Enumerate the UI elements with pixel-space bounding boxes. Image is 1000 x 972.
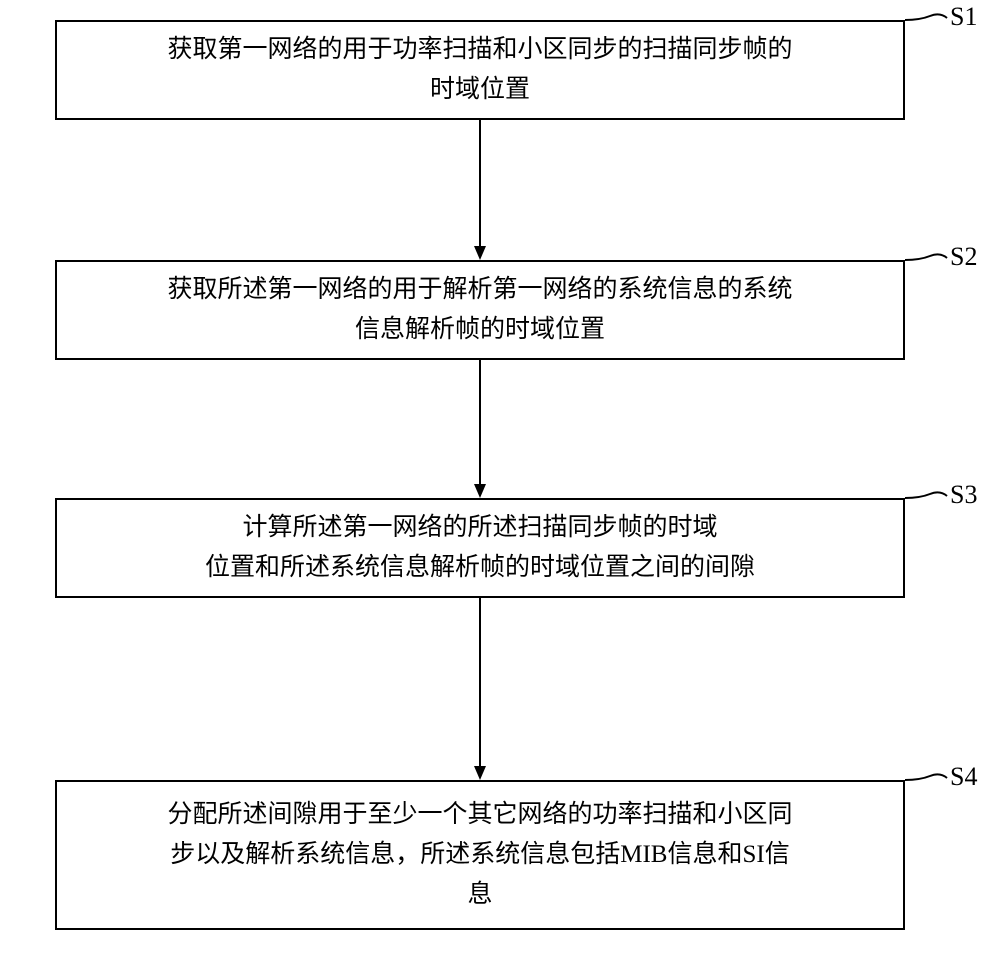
- flow-step-s3-text: 计算所述第一网络的所述扫描同步帧的时域 位置和所述系统信息解析帧的时域位置之间的…: [205, 508, 755, 588]
- s3-line1: 计算所述第一网络的所述扫描同步帧的时域: [242, 514, 717, 541]
- flow-step-s3: 计算所述第一网络的所述扫描同步帧的时域 位置和所述系统信息解析帧的时域位置之间的…: [55, 498, 905, 598]
- s4-line3: 息: [467, 881, 492, 908]
- s2-line1: 获取所述第一网络的用于解析第一网络的系统信息的系统: [167, 276, 792, 303]
- s2-label-connector: [905, 248, 955, 278]
- s4-label-connector: [905, 768, 955, 798]
- s4-line1: 分配所述间隙用于至少一个其它网络的功率扫描和小区同: [167, 801, 792, 828]
- flow-step-s4: 分配所述间隙用于至少一个其它网络的功率扫描和小区同 步以及解析系统信息，所述系统…: [55, 780, 905, 930]
- arrow-s2-s3: [470, 360, 490, 498]
- s2-label: S2: [950, 242, 977, 272]
- arrow-s3-s4: [470, 598, 490, 780]
- s4-line2: 步以及解析系统信息，所述系统信息包括MIB信息和SI信: [170, 841, 789, 868]
- flow-step-s1: 获取第一网络的用于功率扫描和小区同步的扫描同步帧的 时域位置: [55, 20, 905, 120]
- flow-step-s4-text: 分配所述间隙用于至少一个其它网络的功率扫描和小区同 步以及解析系统信息，所述系统…: [167, 795, 792, 915]
- flow-step-s2: 获取所述第一网络的用于解析第一网络的系统信息的系统 信息解析帧的时域位置: [55, 260, 905, 360]
- s3-line2: 位置和所述系统信息解析帧的时域位置之间的间隙: [205, 554, 755, 581]
- arrow-s1-s2: [470, 120, 490, 260]
- s3-label: S3: [950, 480, 977, 510]
- s2-line2: 信息解析帧的时域位置: [355, 316, 605, 343]
- flow-step-s2-text: 获取所述第一网络的用于解析第一网络的系统信息的系统 信息解析帧的时域位置: [167, 270, 792, 350]
- flowchart-container: 获取第一网络的用于功率扫描和小区同步的扫描同步帧的 时域位置 S1 获取所述第一…: [0, 0, 1000, 972]
- s3-label-connector: [905, 486, 955, 516]
- s1-line2: 时域位置: [430, 76, 530, 103]
- s1-label: S1: [950, 2, 977, 32]
- flow-step-s1-text: 获取第一网络的用于功率扫描和小区同步的扫描同步帧的 时域位置: [167, 30, 792, 110]
- s1-line1: 获取第一网络的用于功率扫描和小区同步的扫描同步帧的: [167, 36, 792, 63]
- s1-label-connector: [905, 8, 955, 38]
- s4-label: S4: [950, 762, 977, 792]
